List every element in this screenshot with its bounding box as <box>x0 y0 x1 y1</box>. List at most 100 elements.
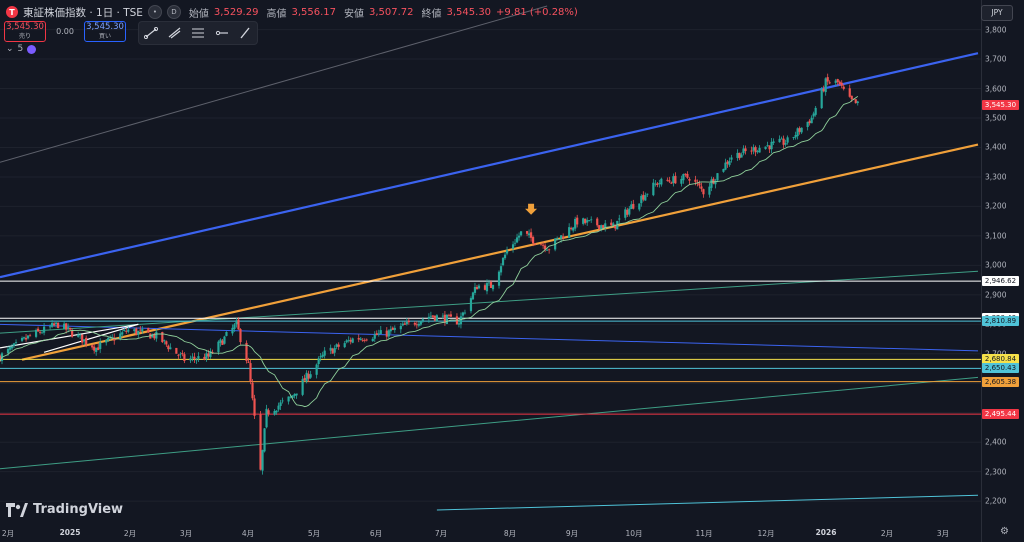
candle-body <box>736 152 739 158</box>
candle-body <box>77 334 80 337</box>
trend-line-teal-low <box>0 376 979 470</box>
candle-body <box>415 324 418 326</box>
candle-body <box>141 329 144 332</box>
candle-body <box>259 414 262 470</box>
candle-body <box>429 315 432 317</box>
trend-line-blue-down <box>0 323 979 352</box>
horizontal-ray-icon[interactable] <box>213 26 231 40</box>
y-tick-label: 2,900 <box>985 290 1007 300</box>
candle-body <box>81 334 84 343</box>
candle-body <box>351 338 354 343</box>
candle-body <box>614 224 617 229</box>
candle-body <box>772 141 775 143</box>
candle-body <box>295 393 298 396</box>
candle-body <box>363 339 366 341</box>
y-tick-label: 3,600 <box>985 84 1007 94</box>
chevron-down-icon[interactable]: ⌄ <box>6 44 14 54</box>
x-tick-label: 9月 <box>565 529 579 538</box>
candle-body <box>501 257 505 266</box>
candle-body <box>792 137 795 138</box>
pen-icon[interactable] <box>236 26 254 40</box>
candle-body <box>628 208 631 215</box>
candle-body <box>323 350 326 356</box>
candle-body <box>431 315 434 317</box>
candle-body <box>277 405 280 410</box>
indicator-eye-icon[interactable] <box>27 44 37 54</box>
low-label: 安値 <box>343 8 364 20</box>
candle-body <box>828 82 831 84</box>
symbol-icon[interactable]: T <box>6 6 18 18</box>
candle-body <box>301 379 304 395</box>
lines-icon[interactable]: • <box>147 5 162 19</box>
chart-header: T 東証株価指数 · 1日 · TSE • D 始値 3,529.29 高値 3,5… <box>6 4 578 20</box>
candle-body <box>698 183 701 186</box>
price-axis[interactable] <box>981 0 1024 542</box>
candle-body <box>181 352 184 354</box>
data-mode-icon[interactable]: D <box>166 5 181 19</box>
candle-body <box>750 150 753 152</box>
trend-line-icon[interactable] <box>142 26 160 40</box>
currency-button[interactable]: JPY <box>981 5 1013 21</box>
candle-body <box>55 322 58 325</box>
candle-body <box>209 351 212 358</box>
candle-body <box>548 249 551 251</box>
candle-body <box>95 347 98 352</box>
candle-body <box>457 323 461 325</box>
open-label: 始値 <box>188 8 209 20</box>
candle-body <box>28 335 32 337</box>
candle-body <box>688 178 691 181</box>
candle-body <box>127 329 130 332</box>
y-tick-label: 3,300 <box>985 172 1007 182</box>
buy-price: 3,545.30 <box>86 22 124 32</box>
buy-button[interactable]: 3,545.30 買い <box>84 21 126 42</box>
candle-body <box>379 330 382 335</box>
candle-body <box>712 178 715 184</box>
candle-body <box>263 428 266 452</box>
candle-body <box>203 356 206 360</box>
candle-body <box>0 355 2 362</box>
trend-line-orange-channel <box>21 143 979 361</box>
candle-body <box>766 145 769 147</box>
candle-body <box>848 88 851 97</box>
y-tick-label: 3,400 <box>985 142 1007 152</box>
candle-body <box>42 326 46 333</box>
sell-button[interactable]: 3,545.30 売り <box>4 21 46 42</box>
candle-body <box>125 331 128 332</box>
candle-body <box>497 271 501 286</box>
x-tick-label: 4月 <box>241 529 255 538</box>
candle-body <box>443 314 447 323</box>
candle-body <box>499 266 503 273</box>
fib-icon[interactable] <box>189 26 207 40</box>
symbol-title[interactable]: 東証株価指数 · 1日 · TSE <box>23 6 143 19</box>
candle-body <box>638 203 641 210</box>
candle-body <box>303 377 306 381</box>
candle-body <box>71 330 74 337</box>
candle-body <box>153 333 156 339</box>
candle-body <box>642 194 645 200</box>
candle-body <box>211 352 214 354</box>
candle-body <box>475 287 479 290</box>
candle-body <box>758 147 761 153</box>
candle-body <box>139 329 142 331</box>
candle-body <box>175 347 178 354</box>
candle-body <box>347 340 350 341</box>
close-label: 終値 <box>421 8 442 20</box>
buy-label: 買い <box>98 33 111 40</box>
candle-body <box>644 195 647 201</box>
candle-body <box>79 334 82 336</box>
change-value: +9.81 (+0.28%) <box>496 6 578 18</box>
ray-icon[interactable] <box>165 26 183 40</box>
settings-gear-icon[interactable]: ⚙ <box>1000 526 1009 537</box>
candle-body <box>576 217 579 225</box>
candle-body <box>393 327 396 330</box>
candle-body <box>195 359 198 361</box>
x-tick-label: 2026 <box>815 528 837 537</box>
open-value: 3,529.29 <box>213 6 259 18</box>
candle-body <box>752 147 755 151</box>
candle-body <box>36 328 40 332</box>
price-label: 2,650.43 <box>982 363 1019 374</box>
candle-body <box>519 231 523 236</box>
drawing-toolbar <box>138 21 258 45</box>
candle-body <box>391 327 394 331</box>
